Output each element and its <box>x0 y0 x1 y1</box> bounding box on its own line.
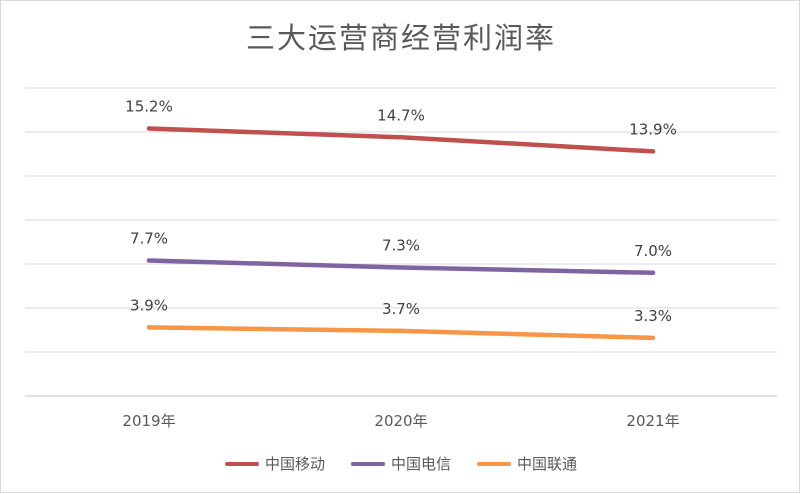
data-point <box>650 149 656 154</box>
legend-item-china-telecom: 中国电信 <box>350 453 451 474</box>
data-label: 3.7% <box>382 300 420 318</box>
data-label: 7.3% <box>382 237 420 255</box>
data-label: 14.7% <box>377 106 425 124</box>
data-point <box>650 335 656 341</box>
data-point <box>146 258 152 263</box>
data-label: 3.3% <box>634 307 672 325</box>
legend-item-china-mobile: 中国移动 <box>224 453 325 474</box>
data-label: 7.0% <box>634 242 672 260</box>
x-tick-label: 2019年 <box>122 412 175 430</box>
data-label: 15.2% <box>125 97 173 115</box>
data-label: 7.7% <box>130 229 168 247</box>
chart-title: 三大运营商经营利润率 <box>245 21 556 55</box>
data-point <box>146 126 152 131</box>
legend-label: 中国联通 <box>517 455 578 473</box>
data-point <box>650 270 656 275</box>
legend-label: 中国电信 <box>390 455 451 473</box>
legend-label: 中国移动 <box>264 455 325 473</box>
data-point <box>398 265 404 270</box>
data-point <box>398 135 404 140</box>
data-label: 3.9% <box>130 296 168 314</box>
data-point <box>146 325 152 330</box>
data-point <box>398 328 404 334</box>
legend-swatch-china-telecom <box>350 461 385 466</box>
data-label: 13.9% <box>629 120 677 138</box>
legend-swatch-china-unicom <box>477 461 511 466</box>
legend-swatch-china-mobile <box>224 461 259 466</box>
legend: 中国移动 中国电信 中国联通 <box>1 453 800 474</box>
x-tick-label: 2021年 <box>626 412 679 430</box>
x-tick-label: 2020年 <box>374 412 427 430</box>
legend-item-china-unicom: 中国联通 <box>477 453 577 474</box>
